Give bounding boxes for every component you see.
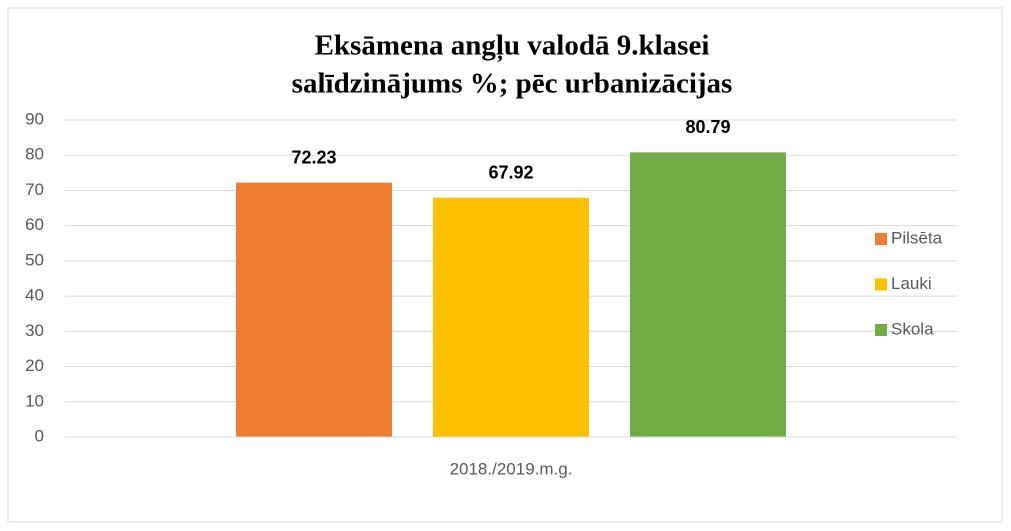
- bar: [630, 152, 786, 437]
- y-tick-label: 90: [25, 109, 44, 128]
- value-label: 72.23: [291, 147, 336, 167]
- legend-swatch: [875, 233, 887, 245]
- bar: [433, 197, 589, 437]
- y-tick-label: 70: [25, 180, 44, 199]
- y-tick-label: 60: [25, 215, 44, 234]
- y-tick-label: 40: [25, 286, 44, 305]
- legend-label: Lauki: [891, 274, 932, 293]
- legend-label: Skola: [891, 319, 934, 338]
- value-label: 67.92: [488, 163, 533, 183]
- y-tick-label: 30: [25, 321, 44, 340]
- y-tick-label: 10: [25, 391, 44, 410]
- y-tick-label: 50: [25, 250, 44, 269]
- y-tick-label: 0: [35, 426, 44, 445]
- y-tick-label: 80: [25, 145, 44, 164]
- legend-swatch: [875, 324, 887, 336]
- y-tick-label: 20: [25, 356, 44, 375]
- chart-title: Eksāmena angļu valodā 9.klasei: [315, 30, 710, 63]
- x-tick-label: 2018./2019.m.g.: [450, 459, 573, 478]
- value-label: 80.79: [685, 117, 730, 137]
- legend-label: Pilsēta: [891, 228, 943, 247]
- bar: [236, 182, 392, 437]
- chart-title: salīdzinājums %; pēc urbanizācijas: [292, 68, 733, 100]
- legend-swatch: [875, 278, 887, 291]
